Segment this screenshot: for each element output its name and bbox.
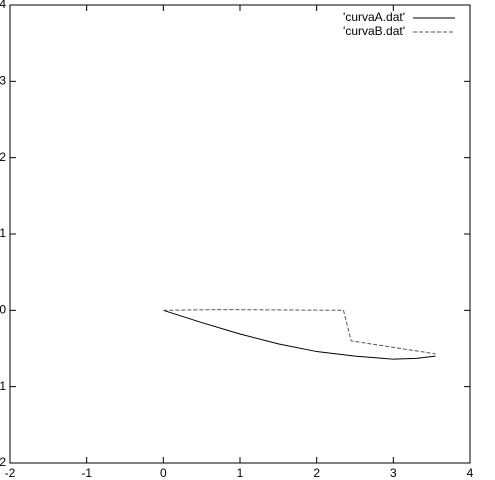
- x-tick-label: -2: [5, 466, 16, 480]
- plot-frame: [9, 4, 471, 464]
- line: [163, 309, 436, 355]
- y-tick-label: 4: [0, 0, 6, 11]
- x-tick-label: 4: [467, 466, 474, 480]
- x-tick-label: 0: [160, 466, 167, 480]
- y-tick-label: -2: [0, 455, 6, 469]
- y-tick-label: 0: [0, 303, 6, 317]
- y-tick-label: 2: [0, 150, 6, 164]
- y-tick-label: 1: [0, 226, 6, 240]
- x-tick-label: 1: [237, 466, 244, 480]
- legend-label: 'curvaA.dat': [343, 10, 405, 24]
- line: [163, 309, 436, 360]
- x-tick-label: 3: [390, 466, 397, 480]
- legend-label: 'curvaB.dat': [343, 24, 405, 38]
- x-tick-label: -1: [81, 466, 92, 480]
- y-tick-label: 3: [0, 74, 6, 88]
- y-tick-label: -1: [0, 379, 6, 393]
- x-tick-label: 2: [313, 466, 320, 480]
